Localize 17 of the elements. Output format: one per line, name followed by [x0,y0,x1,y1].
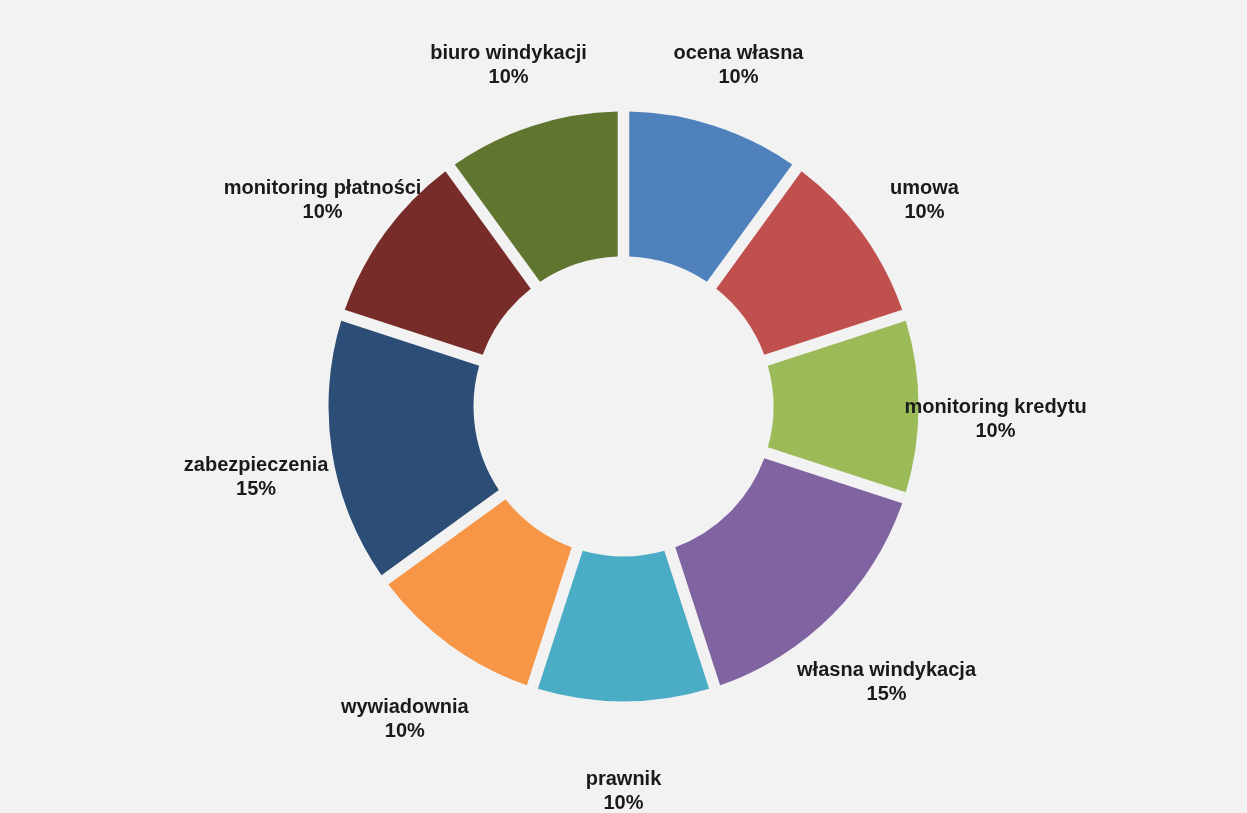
slice-label: umowa [890,175,960,198]
slice-label: ocena własna [673,40,805,63]
slice-label: zabezpieczenia [183,452,330,475]
slice-label: prawnik [585,766,663,789]
data-label: 10% [718,64,759,87]
data-label: 10% [488,64,529,87]
data-label: 10% [975,418,1016,441]
data-label: 15% [236,476,277,499]
data-label: 10% [904,199,945,222]
slice-label: monitoring płatności [223,175,422,198]
data-label: 10% [603,790,644,813]
slice-label: własna windykacja [796,657,977,680]
slice-label: biuro windykacji [430,40,587,63]
slice-label: wywiadownia [339,695,470,718]
data-label: 10% [302,199,343,222]
data-label: 15% [866,681,907,704]
data-label: 10% [384,719,426,742]
